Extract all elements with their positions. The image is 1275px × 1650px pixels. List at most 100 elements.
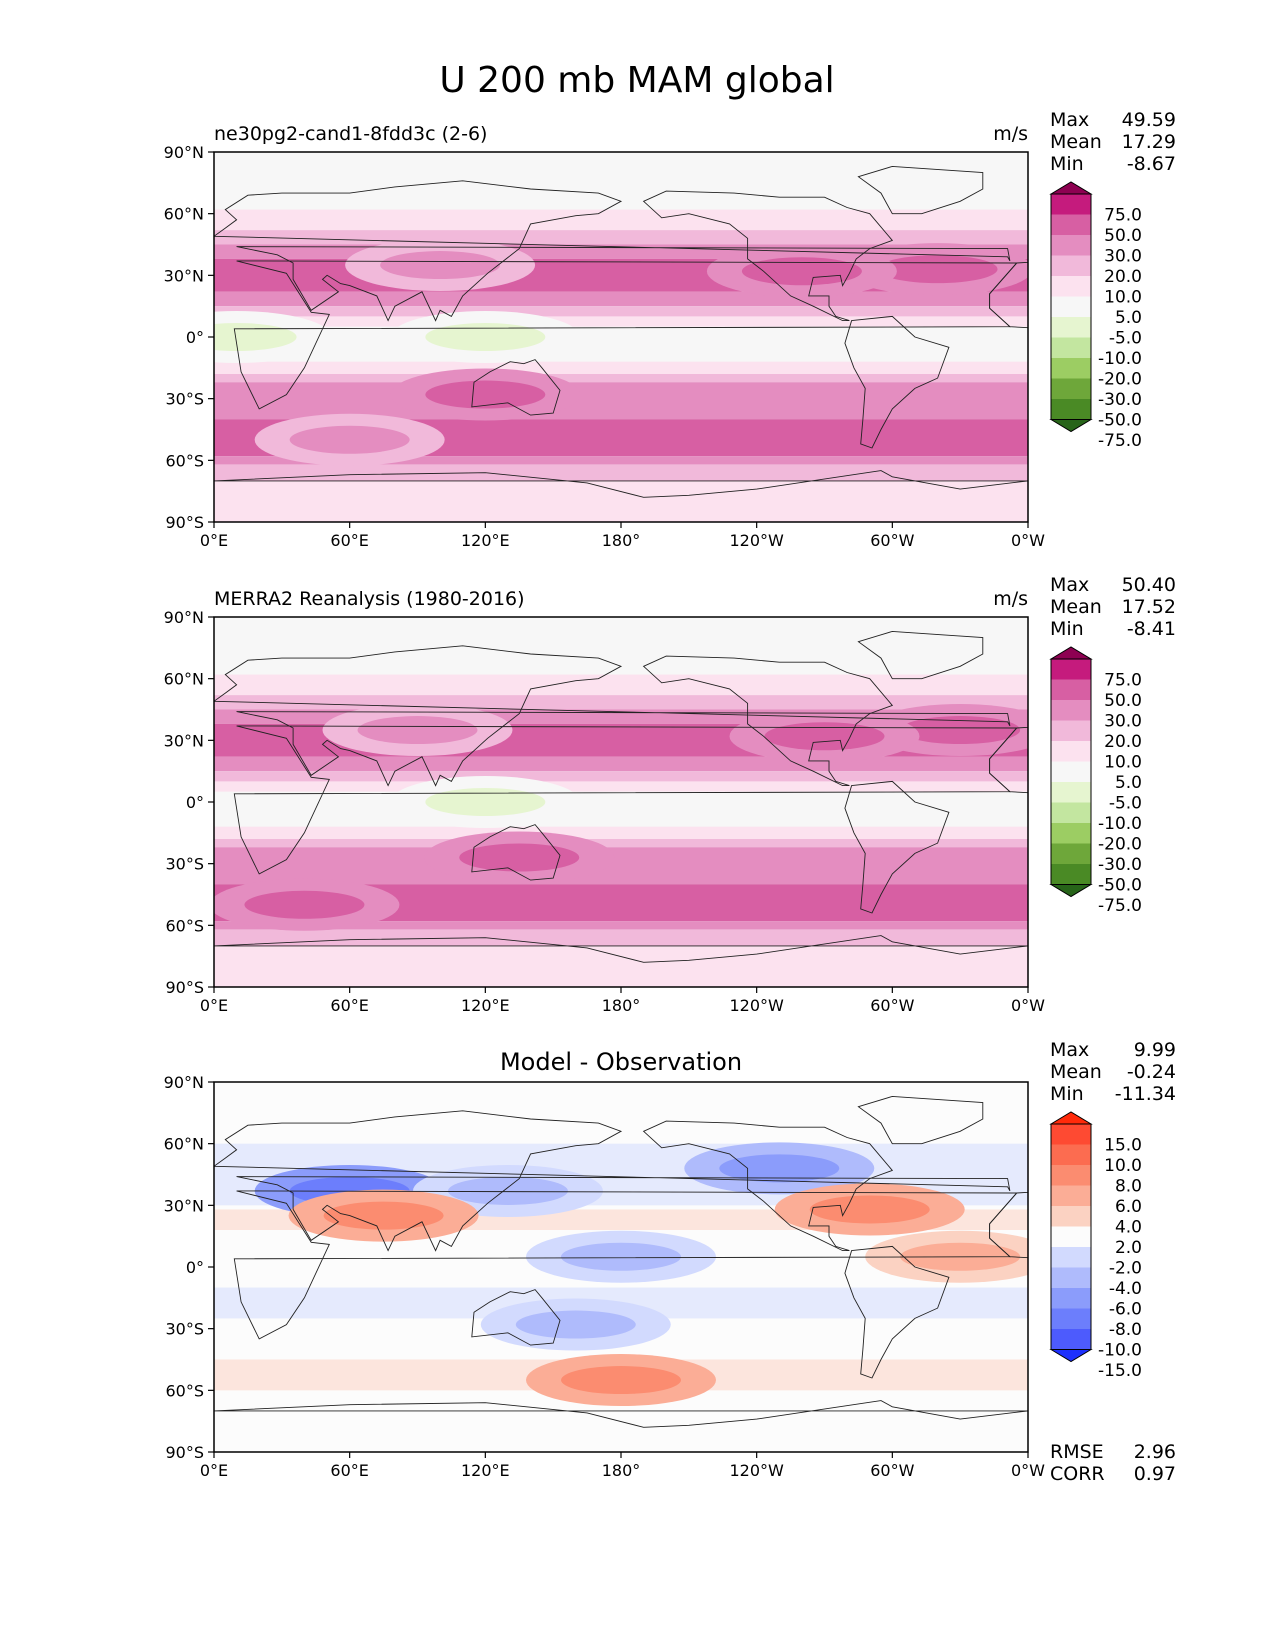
colorbar-segment xyxy=(1051,1144,1091,1165)
coastline xyxy=(471,1289,561,1346)
contour-band xyxy=(214,152,1028,210)
colorbar-segment xyxy=(1051,276,1091,297)
x-tick-label: 120°W xyxy=(729,996,784,1015)
contour-region xyxy=(289,425,410,454)
colorbar-extend-top xyxy=(1049,646,1093,660)
coastline xyxy=(471,359,561,416)
y-tick-label: 60°N xyxy=(164,670,204,689)
colorbar-segment xyxy=(1051,337,1091,358)
contour-band xyxy=(214,695,1028,710)
colorbar-segment xyxy=(1051,378,1091,399)
colorbar-segment xyxy=(1051,214,1091,235)
x-tick-label: 180° xyxy=(602,1461,641,1480)
contour-region xyxy=(764,722,885,751)
contour-region xyxy=(323,1201,444,1230)
colorbar: 75.050.030.020.010.05.0-5.0-10.0-20.0-30… xyxy=(1049,646,1142,916)
coastline xyxy=(214,1400,1028,1428)
coastline xyxy=(642,190,894,322)
contour-band xyxy=(214,791,1028,827)
corr-value: 0.97 xyxy=(1134,1463,1176,1485)
colorbar-extend-top xyxy=(1049,1111,1093,1125)
y-tick-label: 30°N xyxy=(164,1196,204,1215)
map-panel-3: 0°E 60°E 120°E 180° 120°W 60°W 0°W 90°N 60°N 30°N… xyxy=(164,1039,1176,1485)
colorbar-label: -75.0 xyxy=(1098,896,1142,916)
coastline xyxy=(214,180,1011,322)
colorbar-extend-bottom xyxy=(1049,1349,1093,1363)
x-tick-label: 120°W xyxy=(729,531,784,550)
panel-title: MERRA2 Reanalysis (1980-2016) xyxy=(214,588,525,610)
colorbar-label: -10.0 xyxy=(1098,349,1142,369)
x-tick-label: 0°E xyxy=(200,531,228,550)
colorbar-segment xyxy=(1051,741,1091,762)
stat-label: Mean xyxy=(1050,131,1102,153)
colorbar-segment xyxy=(1051,296,1091,317)
colorbar-segment xyxy=(1051,659,1091,680)
colorbar-label: -6.0 xyxy=(1109,1300,1142,1320)
stat-label: Max xyxy=(1050,1039,1089,1061)
y-tick-label: 90°S xyxy=(165,513,204,532)
colorbar-extend-top xyxy=(1049,181,1093,195)
contour-band xyxy=(214,316,1028,327)
contour-band xyxy=(214,374,1028,383)
contour-band xyxy=(214,847,1028,885)
contour-band xyxy=(214,382,1028,420)
y-tick-label: 60°S xyxy=(165,1381,204,1400)
stat-value: -0.24 xyxy=(1127,1061,1176,1083)
coastline xyxy=(989,726,1028,794)
x-tick-label: 60°W xyxy=(870,531,914,550)
contour-region xyxy=(877,255,998,284)
stat-label: Min xyxy=(1050,153,1084,175)
colorbar-segment xyxy=(1051,720,1091,741)
colorbar-segment xyxy=(1051,1267,1091,1288)
colorbar-label: -5.0 xyxy=(1109,329,1142,349)
stat-label: Mean xyxy=(1050,596,1102,618)
colorbar-segment xyxy=(1051,761,1091,782)
contour-band xyxy=(214,674,1028,696)
contour-region xyxy=(515,1310,636,1339)
colorbar-label: 6.0 xyxy=(1115,1197,1142,1217)
contour-region xyxy=(741,257,862,286)
coastline xyxy=(642,655,894,787)
y-tick-label: 30°N xyxy=(164,266,204,285)
colorbar-label: -4.0 xyxy=(1109,1279,1142,1299)
x-tick-label: 0°E xyxy=(200,996,228,1015)
contour-band xyxy=(214,480,1028,522)
y-tick-label: 60°S xyxy=(165,916,204,935)
colorbar-segment xyxy=(1051,317,1091,338)
coastline xyxy=(471,824,561,881)
colorbar-segment xyxy=(1051,1308,1091,1329)
coastline xyxy=(214,645,1011,787)
coastline xyxy=(214,935,1028,963)
contour-field xyxy=(214,1082,1028,1452)
y-tick-label: 30°S xyxy=(165,1320,204,1339)
contour-region xyxy=(380,251,501,280)
contour-band xyxy=(214,306,1028,317)
colorbar-segment xyxy=(1051,802,1091,823)
x-tick-label: 120°E xyxy=(461,996,510,1015)
colorbar-label: 5.0 xyxy=(1115,773,1142,793)
contour-region xyxy=(900,716,1021,745)
colorbar-label: -15.0 xyxy=(1098,1361,1142,1381)
contour-band xyxy=(214,230,1028,245)
y-tick-label: 0° xyxy=(186,1258,204,1277)
colorbar-extend-bottom xyxy=(1049,884,1093,898)
contour-band xyxy=(214,291,1028,307)
colorbar-label: 10.0 xyxy=(1104,753,1142,773)
colorbar-label: 75.0 xyxy=(1104,206,1142,226)
contour-region xyxy=(719,1154,840,1183)
x-tick-label: 60°W xyxy=(870,996,914,1015)
colorbar-segment xyxy=(1051,1185,1091,1206)
stat-value: -8.41 xyxy=(1127,618,1176,640)
coastline xyxy=(844,315,950,449)
colorbar-segment xyxy=(1051,700,1091,721)
contour-band xyxy=(214,945,1028,987)
contour-band xyxy=(214,456,1028,465)
y-tick-label: 90°N xyxy=(164,1073,204,1092)
colorbar-label: -2.0 xyxy=(1109,1259,1142,1279)
contour-field xyxy=(214,152,1028,522)
x-tick-label: 0°W xyxy=(1011,996,1045,1015)
colorbar-label: 50.0 xyxy=(1104,226,1142,246)
colorbar-segment xyxy=(1051,1329,1091,1350)
coastline xyxy=(989,1191,1028,1259)
x-tick-label: 120°E xyxy=(461,1461,510,1480)
